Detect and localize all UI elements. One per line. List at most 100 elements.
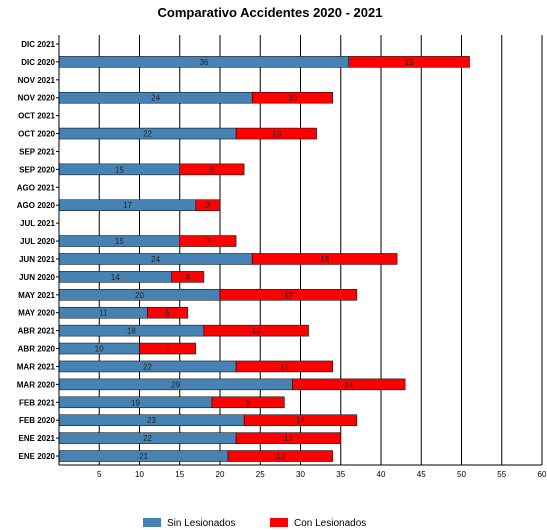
bar-con-lesionados-ene-2020 bbox=[227, 450, 333, 462]
category-label-dic-2020: DIC 2020 bbox=[21, 58, 55, 67]
bar-con-lesionados-may-2021 bbox=[219, 289, 358, 301]
chart-axes bbox=[56, 35, 542, 466]
bar-con-lesionados-jul-2020 bbox=[179, 235, 237, 247]
data-label-con-lesionados-jun-2021: 18 bbox=[320, 255, 329, 264]
data-label-con-lesionados-ene-2021: 13 bbox=[284, 434, 293, 443]
bar-con-lesionados-feb-2020 bbox=[243, 414, 358, 426]
category-label-jul-2021: JUL 2021 bbox=[20, 219, 56, 228]
category-label-ene-2021: ENE 2021 bbox=[19, 434, 56, 443]
data-label-sin-lesionados-abr-2020: 10 bbox=[95, 345, 104, 354]
bar-con-lesionados-ago-2020 bbox=[195, 199, 221, 211]
data-label-con-lesionados-jul-2020: 7 bbox=[206, 237, 211, 246]
category-label-ago-2021: AGO 2021 bbox=[17, 183, 56, 192]
legend-label-con-lesionados: Con Lesionados bbox=[294, 518, 366, 529]
data-label-sin-lesionados-may-2020: 11 bbox=[99, 309, 108, 318]
data-label-con-lesionados-nov-2020: 10 bbox=[288, 94, 297, 103]
bar-con-lesionados-nov-2020 bbox=[251, 91, 333, 104]
category-label-nov-2020: NOV 2020 bbox=[18, 94, 56, 103]
bar-con-lesionados-abr-2020 bbox=[139, 342, 197, 355]
data-label-sin-lesionados-ene-2021: 22 bbox=[143, 434, 152, 443]
data-label-con-lesionados-feb-2020: 14 bbox=[296, 416, 305, 425]
x-tick-label-25: 25 bbox=[256, 470, 265, 479]
category-label-ago-2020: AGO 2020 bbox=[17, 201, 56, 210]
category-label-sep-2020: SEP 2020 bbox=[19, 165, 55, 174]
data-label-sin-lesionados-jun-2020: 14 bbox=[111, 273, 120, 282]
bar-con-lesionados-sep-2020 bbox=[179, 163, 245, 176]
data-label-sin-lesionados-sep-2020: 15 bbox=[115, 165, 124, 174]
bar-con-lesionados-dic-2020 bbox=[348, 56, 470, 68]
data-label-con-lesionados-abr-2020: 7 bbox=[165, 345, 170, 354]
x-tick-label-40: 40 bbox=[377, 470, 386, 479]
data-label-sin-lesionados-nov-2020: 24 bbox=[151, 94, 160, 103]
data-label-sin-lesionados-jun-2021: 24 bbox=[151, 255, 160, 264]
data-label-con-lesionados-jun-2020: 4 bbox=[186, 273, 191, 282]
legend-swatch-con-lesionados bbox=[270, 518, 288, 527]
bar-con-lesionados-mar-2020 bbox=[292, 378, 406, 391]
x-tick-label-15: 15 bbox=[175, 470, 184, 479]
data-label-sin-lesionados-oct-2020: 22 bbox=[143, 130, 152, 139]
x-tick-label-60: 60 bbox=[538, 470, 547, 479]
chart-data-labels: 21 13 22 13 23 14 19 9 29 14 22 12 10 7 18 13 11 5 20 17 14 4… bbox=[95, 58, 414, 461]
bar-con-lesionados-abr-2021 bbox=[203, 324, 309, 337]
category-label-mar-2020: MAR 2020 bbox=[17, 380, 56, 389]
data-label-sin-lesionados-ago-2020: 17 bbox=[123, 201, 132, 210]
x-tick-label-5: 5 bbox=[97, 470, 102, 479]
category-label-feb-2020: FEB 2020 bbox=[19, 416, 56, 425]
data-label-sin-lesionados-abr-2021: 18 bbox=[127, 327, 136, 336]
data-label-con-lesionados-mar-2020: 14 bbox=[344, 380, 353, 389]
bar-con-lesionados-ene-2021 bbox=[235, 432, 342, 444]
data-label-con-lesionados-feb-2021: 9 bbox=[246, 398, 251, 407]
data-label-con-lesionados-ago-2020: 3 bbox=[206, 201, 211, 210]
x-tick-label-35: 35 bbox=[336, 470, 345, 479]
x-tick-label-50: 50 bbox=[457, 470, 466, 479]
data-label-con-lesionados-may-2020: 5 bbox=[165, 309, 170, 318]
category-label-oct-2020: OCT 2020 bbox=[18, 130, 55, 139]
category-label-sep-2021: SEP 2021 bbox=[19, 147, 55, 156]
chart-grid bbox=[98, 35, 543, 465]
data-label-con-lesionados-sep-2020: 8 bbox=[210, 165, 215, 174]
data-label-con-lesionados-mar-2021: 12 bbox=[280, 362, 289, 371]
legend-label-sin-lesionados: Sin Lesionados bbox=[167, 518, 235, 529]
bar-con-lesionados-feb-2021 bbox=[211, 396, 285, 409]
data-label-sin-lesionados-mar-2020: 29 bbox=[171, 380, 180, 389]
category-label-ene-2020: ENE 2020 bbox=[19, 452, 56, 461]
x-tick-label-10: 10 bbox=[135, 470, 144, 479]
bar-con-lesionados-jun-2021 bbox=[251, 253, 398, 265]
chart-legend: Sin Lesionados Con Lesionados bbox=[143, 518, 366, 529]
data-label-sin-lesionados-dic-2020: 36 bbox=[199, 58, 208, 67]
category-labels: ENE 2020 ENE 2021 FEB 2020 FEB 2021 MAR 2020… bbox=[17, 40, 56, 461]
data-label-con-lesionados-ene-2020: 13 bbox=[276, 452, 285, 461]
category-label-abr-2020: ABR 2020 bbox=[18, 345, 56, 354]
data-label-sin-lesionados-feb-2021: 19 bbox=[131, 398, 140, 407]
category-label-jul-2020: JUL 2020 bbox=[20, 237, 56, 246]
x-tick-label-30: 30 bbox=[296, 470, 305, 479]
data-label-sin-lesionados-jul-2020: 15 bbox=[115, 237, 124, 246]
bar-con-lesionados-jun-2020 bbox=[171, 271, 205, 283]
chart-title: Comparativo Accidentes 2020 - 2021 bbox=[158, 5, 383, 20]
category-label-jun-2021: JUN 2021 bbox=[19, 255, 56, 264]
category-label-jun-2020: JUN 2020 bbox=[19, 273, 56, 282]
data-label-sin-lesionados-ene-2020: 21 bbox=[139, 452, 148, 461]
x-tick-label-20: 20 bbox=[216, 470, 225, 479]
category-label-abr-2021: ABR 2021 bbox=[18, 327, 56, 336]
chart-bars bbox=[58, 56, 470, 462]
x-tick-label-55: 55 bbox=[497, 470, 506, 479]
bar-con-lesionados-may-2020 bbox=[147, 306, 189, 319]
data-label-con-lesionados-may-2021: 17 bbox=[284, 291, 293, 300]
category-label-dic-2021: DIC 2021 bbox=[21, 40, 55, 49]
data-label-sin-lesionados-feb-2020: 23 bbox=[147, 416, 156, 425]
category-label-may-2020: MAY 2020 bbox=[18, 309, 55, 318]
category-label-nov-2021: NOV 2021 bbox=[18, 76, 56, 85]
category-label-mar-2021: MAR 2021 bbox=[17, 362, 56, 371]
data-label-sin-lesionados-may-2021: 20 bbox=[135, 291, 144, 300]
category-label-feb-2021: FEB 2021 bbox=[19, 398, 56, 407]
category-label-may-2021: MAY 2021 bbox=[18, 291, 55, 300]
bar-con-lesionados-oct-2020 bbox=[235, 127, 317, 140]
data-label-con-lesionados-abr-2021: 13 bbox=[252, 327, 261, 336]
data-label-sin-lesionados-mar-2021: 22 bbox=[143, 362, 152, 371]
x-tick-labels: 5 10 15 20 25 30 35 40 45 50 55 60 bbox=[97, 470, 547, 479]
data-label-con-lesionados-dic-2020: 15 bbox=[405, 58, 414, 67]
category-label-oct-2021: OCT 2021 bbox=[18, 112, 55, 121]
x-tick-label-45: 45 bbox=[417, 470, 426, 479]
